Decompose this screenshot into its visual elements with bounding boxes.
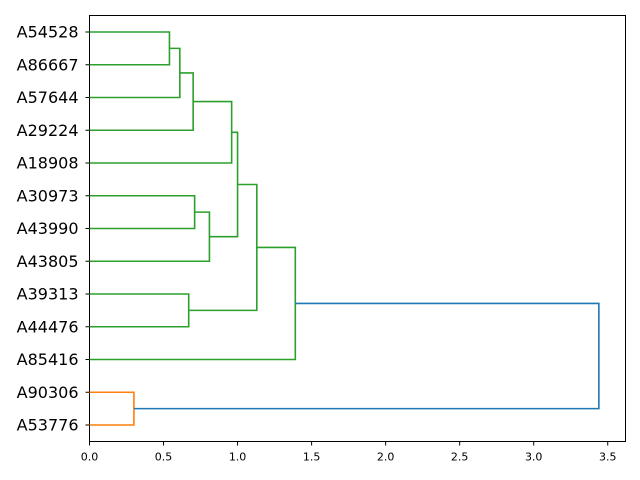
x-axis: 0.0 0.5 1.0 1.5 2.0 2.5 3.0 3.5	[81, 441, 617, 464]
x-tick-label: 2.0	[377, 451, 395, 464]
leaf-label: A30973	[17, 186, 79, 205]
link-m7	[209, 131, 239, 238]
link-m3	[89, 72, 194, 132]
x-tick-label: 2.5	[451, 451, 469, 464]
leaf-label: A43805	[17, 252, 79, 271]
leaf-label: A57644	[17, 88, 79, 107]
leaf-label: A18908	[17, 154, 79, 173]
leaf-label: A43990	[17, 219, 79, 238]
leaf-label: A54528	[17, 23, 79, 42]
x-tick-label: 3.0	[525, 451, 543, 464]
x-tick-label: 3.5	[599, 451, 617, 464]
leaf-labels: A54528 A86667 A57644 A29224 A18908 A30973 A439…	[17, 23, 90, 435]
link-m6	[89, 211, 211, 263]
link-m9	[188, 183, 258, 312]
link-m1	[89, 31, 171, 66]
link-m11	[89, 391, 135, 426]
link-m4	[89, 100, 233, 164]
link-m10	[89, 246, 297, 361]
dendrogram-links	[89, 31, 600, 426]
leaf-label: A86667	[17, 55, 79, 74]
link-m8	[89, 293, 190, 328]
x-tick-label: 0.5	[155, 451, 173, 464]
link-m2	[89, 47, 181, 99]
leaf-label: A39313	[17, 285, 79, 304]
leaf-label: A90306	[17, 383, 79, 402]
x-tick-label: 0.0	[81, 451, 99, 464]
leaf-label: A85416	[17, 350, 79, 369]
link-m12	[133, 302, 600, 410]
x-tick-label: 1.0	[229, 451, 247, 464]
leaf-label: A29224	[17, 121, 79, 140]
link-m5	[89, 194, 196, 230]
leaf-label: A53776	[17, 416, 79, 435]
leaf-label: A44476	[17, 317, 79, 336]
x-tick-label: 1.5	[303, 451, 321, 464]
